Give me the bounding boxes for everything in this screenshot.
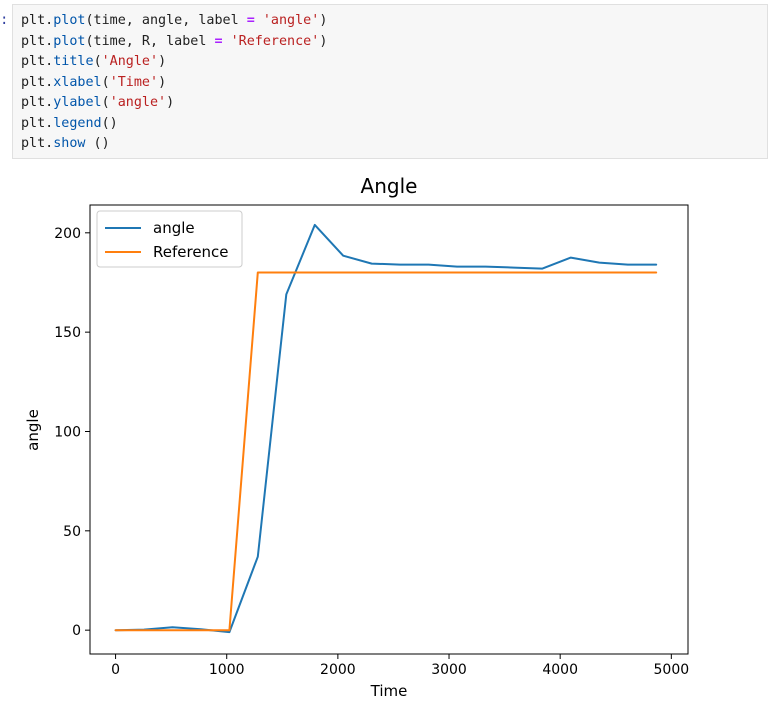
y-axis-ticks: 0 50 100 150 200 — [54, 226, 90, 639]
x-tick-label: 1000 — [209, 662, 245, 678]
x-tick-label: 2000 — [320, 662, 356, 678]
y-tick-label: 200 — [54, 226, 81, 242]
x-tick-label: 4000 — [542, 662, 578, 678]
code-cell[interactable]: plt.plot(time, angle, label = 'angle') pl… — [12, 4, 768, 159]
code-line: plt.title('Angle') — [21, 54, 167, 69]
code-line: plt.legend() — [21, 115, 118, 131]
x-axis-label: Time — [370, 682, 408, 700]
code-line: plt.plot(time, R, label = 'Reference') — [21, 33, 328, 49]
legend-label-angle: angle — [153, 219, 195, 237]
code-line: plt.ylabel('angle') — [21, 95, 175, 110]
series-line-reference — [114, 271, 658, 632]
y-tick-label: 100 — [54, 424, 81, 440]
legend: angle Reference — [96, 210, 243, 268]
cell-prompt: : — [0, 12, 9, 28]
legend-label-reference: Reference — [153, 243, 229, 261]
y-axis-label: angle — [24, 409, 42, 451]
x-tick-label: 0 — [111, 662, 120, 678]
x-axis-ticks: 0 1000 2000 3000 4000 5000 — [111, 654, 689, 678]
chart-title: Angle — [361, 174, 418, 198]
code-line: plt.plot(time, angle, label = 'angle') — [21, 13, 328, 28]
angle-chart: Angle 0 1000 2000 3000 4000 5000 0 50 100 150 200… — [24, 174, 689, 700]
chart-container: Angle 0 1000 2000 3000 4000 5000 0 50 100 150 200… — [0, 168, 768, 709]
code-line: plt.show () — [21, 136, 110, 151]
plot-frame — [89, 204, 689, 655]
x-tick-label: 5000 — [654, 662, 690, 678]
y-tick-label: 150 — [54, 325, 81, 341]
y-tick-label: 0 — [72, 623, 81, 639]
x-tick-label: 3000 — [431, 662, 467, 678]
series-line-angle — [114, 223, 658, 634]
code-line: plt.xlabel('Time') — [21, 74, 167, 90]
y-tick-label: 50 — [63, 524, 81, 540]
series-lines — [114, 223, 658, 634]
